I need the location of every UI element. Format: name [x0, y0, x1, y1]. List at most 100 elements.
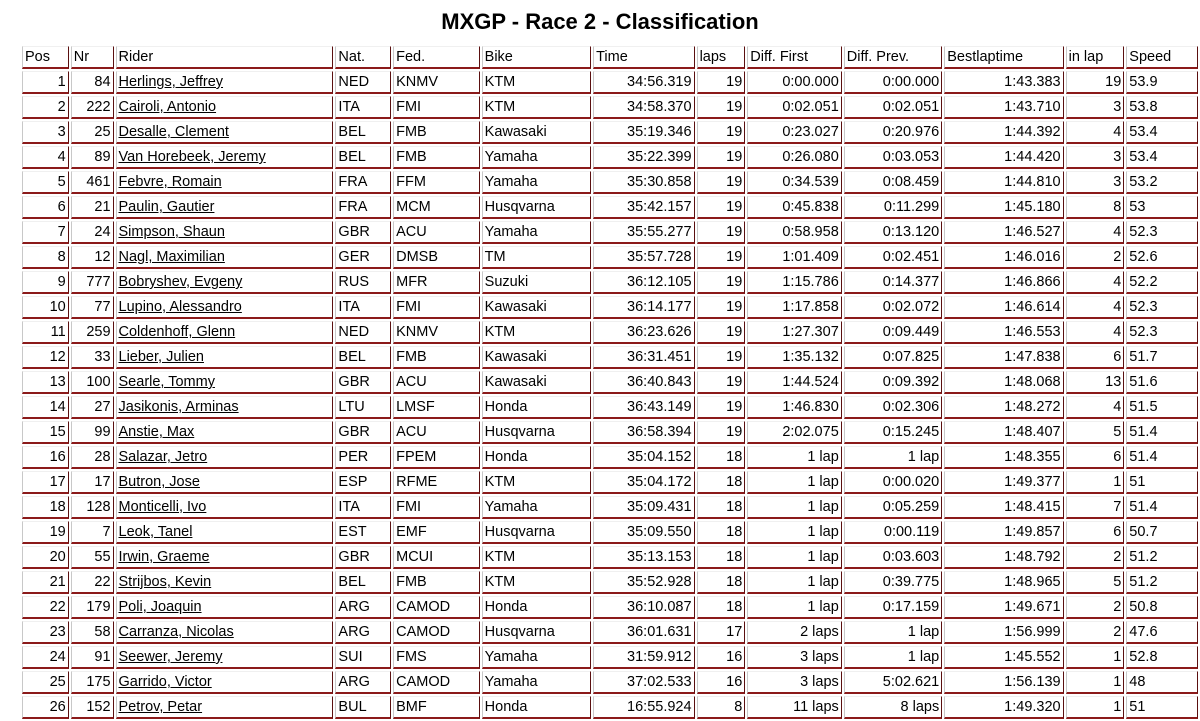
rider-link[interactable]: Garrido, Victor [118, 674, 212, 690]
cell-laps: 18 [696, 446, 746, 469]
cell-bike: KTM [481, 96, 592, 119]
cell-time: 37:02.533 [593, 671, 695, 694]
rider-link[interactable]: Butron, Jose [118, 474, 200, 490]
cell-speed: 51.5 [1126, 396, 1198, 419]
cell-bestlaptime: 1:46.527 [944, 221, 1064, 244]
cell-nr: 27 [70, 396, 114, 419]
column-header-nat[interactable]: Nat. [335, 46, 392, 69]
cell-speed: 51.6 [1126, 371, 1198, 394]
cell-in-lap: 4 [1065, 321, 1125, 344]
rider-link[interactable]: Bobryshev, Evgeny [118, 274, 243, 290]
cell-time: 35:04.172 [593, 471, 695, 494]
cell-nat: GBR [335, 421, 392, 444]
rider-link[interactable]: Nagl, Maximilian [118, 249, 225, 265]
cell-rider: Leok, Tanel [115, 521, 334, 544]
cell-time: 36:58.394 [593, 421, 695, 444]
column-header-laps[interactable]: laps [696, 46, 746, 69]
rider-link[interactable]: Seewer, Jeremy [118, 649, 223, 665]
rider-link[interactable]: Carranza, Nicolas [118, 624, 234, 640]
cell-diff-first: 3 laps [747, 671, 842, 694]
rider-link[interactable]: Cairoli, Antonio [118, 99, 217, 115]
cell-bestlaptime: 1:48.407 [944, 421, 1064, 444]
cell-nat: BEL [335, 146, 392, 169]
cell-speed: 50.8 [1126, 596, 1198, 619]
cell-in-lap: 6 [1065, 521, 1125, 544]
cell-pos: 21 [22, 571, 69, 594]
cell-in-lap: 4 [1065, 221, 1125, 244]
column-header-in-lap[interactable]: in lap [1065, 46, 1125, 69]
rider-link[interactable]: Searle, Tommy [118, 374, 215, 390]
column-header-nr[interactable]: Nr [70, 46, 114, 69]
cell-nat: ARG [335, 596, 392, 619]
cell-laps: 18 [696, 546, 746, 569]
cell-time: 34:56.319 [593, 71, 695, 94]
rider-link[interactable]: Salazar, Jetro [118, 449, 208, 465]
rider-link[interactable]: Petrov, Petar [118, 699, 203, 715]
column-header-fed[interactable]: Fed. [393, 46, 480, 69]
cell-fed: KNMV [393, 321, 480, 344]
cell-fed: FMI [393, 296, 480, 319]
column-header-speed[interactable]: Speed [1126, 46, 1198, 69]
rider-link[interactable]: Van Horebeek, Jeremy [118, 149, 266, 165]
cell-fed: FMB [393, 346, 480, 369]
column-header-pos[interactable]: Pos [22, 46, 69, 69]
cell-in-lap: 2 [1065, 246, 1125, 269]
rider-link[interactable]: Strijbos, Kevin [118, 574, 212, 590]
cell-nr: 7 [70, 521, 114, 544]
cell-diff-first: 1 lap [747, 521, 842, 544]
rider-link[interactable]: Lieber, Julien [118, 349, 204, 365]
table-row: 10 77 Lupino, Alessandro ITA FMI Kawasaki 36:1… [22, 296, 1198, 319]
cell-time: 35:42.157 [593, 196, 695, 219]
cell-laps: 18 [696, 496, 746, 519]
table-row: 20 55 Irwin, Graeme GBR MCUI KTM 35:13.153 18 1 … [22, 546, 1198, 569]
cell-in-lap: 3 [1065, 96, 1125, 119]
rider-link[interactable]: Desalle, Clement [118, 124, 229, 140]
cell-pos: 7 [22, 221, 69, 244]
cell-in-lap: 13 [1065, 371, 1125, 394]
cell-diff-first: 1 lap [747, 496, 842, 519]
rider-link[interactable]: Lupino, Alessandro [118, 299, 242, 315]
rider-link[interactable]: Herlings, Jeffrey [118, 74, 224, 90]
cell-nat: NED [335, 321, 392, 344]
rider-link[interactable]: Monticelli, Ivo [118, 499, 207, 515]
cell-in-lap: 5 [1065, 571, 1125, 594]
cell-in-lap: 4 [1065, 271, 1125, 294]
cell-in-lap: 2 [1065, 546, 1125, 569]
rider-link[interactable]: Paulin, Gautier [118, 199, 215, 215]
cell-speed: 52.8 [1126, 646, 1198, 669]
rider-link[interactable]: Irwin, Graeme [118, 549, 210, 565]
rider-link[interactable]: Jasikonis, Arminas [118, 399, 239, 415]
cell-in-lap: 5 [1065, 421, 1125, 444]
rider-link[interactable]: Coldenhoff, Glenn [118, 324, 236, 340]
cell-nr: 152 [70, 696, 114, 719]
cell-pos: 5 [22, 171, 69, 194]
cell-diff-prev: 0:09.392 [843, 371, 943, 394]
column-header-bike[interactable]: Bike [481, 46, 592, 69]
cell-nat: GER [335, 246, 392, 269]
cell-nr: 179 [70, 596, 114, 619]
cell-pos: 25 [22, 671, 69, 694]
cell-laps: 17 [696, 621, 746, 644]
rider-link[interactable]: Poli, Joaquin [118, 599, 202, 615]
cell-nr: 777 [70, 271, 114, 294]
column-header-diff-prev[interactable]: Diff. Prev. [843, 46, 943, 69]
cell-nr: 25 [70, 121, 114, 144]
column-header-rider[interactable]: Rider [115, 46, 334, 69]
cell-speed: 52.3 [1126, 296, 1198, 319]
cell-laps: 19 [696, 296, 746, 319]
cell-nr: 461 [70, 171, 114, 194]
rider-link[interactable]: Simpson, Shaun [118, 224, 225, 240]
cell-rider: Petrov, Petar [115, 696, 334, 719]
rider-link[interactable]: Leok, Tanel [118, 524, 193, 540]
cell-in-lap: 4 [1065, 396, 1125, 419]
cell-fed: FPEM [393, 446, 480, 469]
rider-link[interactable]: Anstie, Max [118, 424, 195, 440]
column-header-bestlaptime[interactable]: Bestlaptime [944, 46, 1064, 69]
cell-rider: Lieber, Julien [115, 346, 334, 369]
cell-speed: 51.2 [1126, 546, 1198, 569]
column-header-time[interactable]: Time [593, 46, 695, 69]
rider-link[interactable]: Febvre, Romain [118, 174, 222, 190]
cell-nr: 24 [70, 221, 114, 244]
page-title: MXGP - Race 2 - Classification [441, 9, 759, 34]
column-header-diff-first[interactable]: Diff. First [747, 46, 842, 69]
